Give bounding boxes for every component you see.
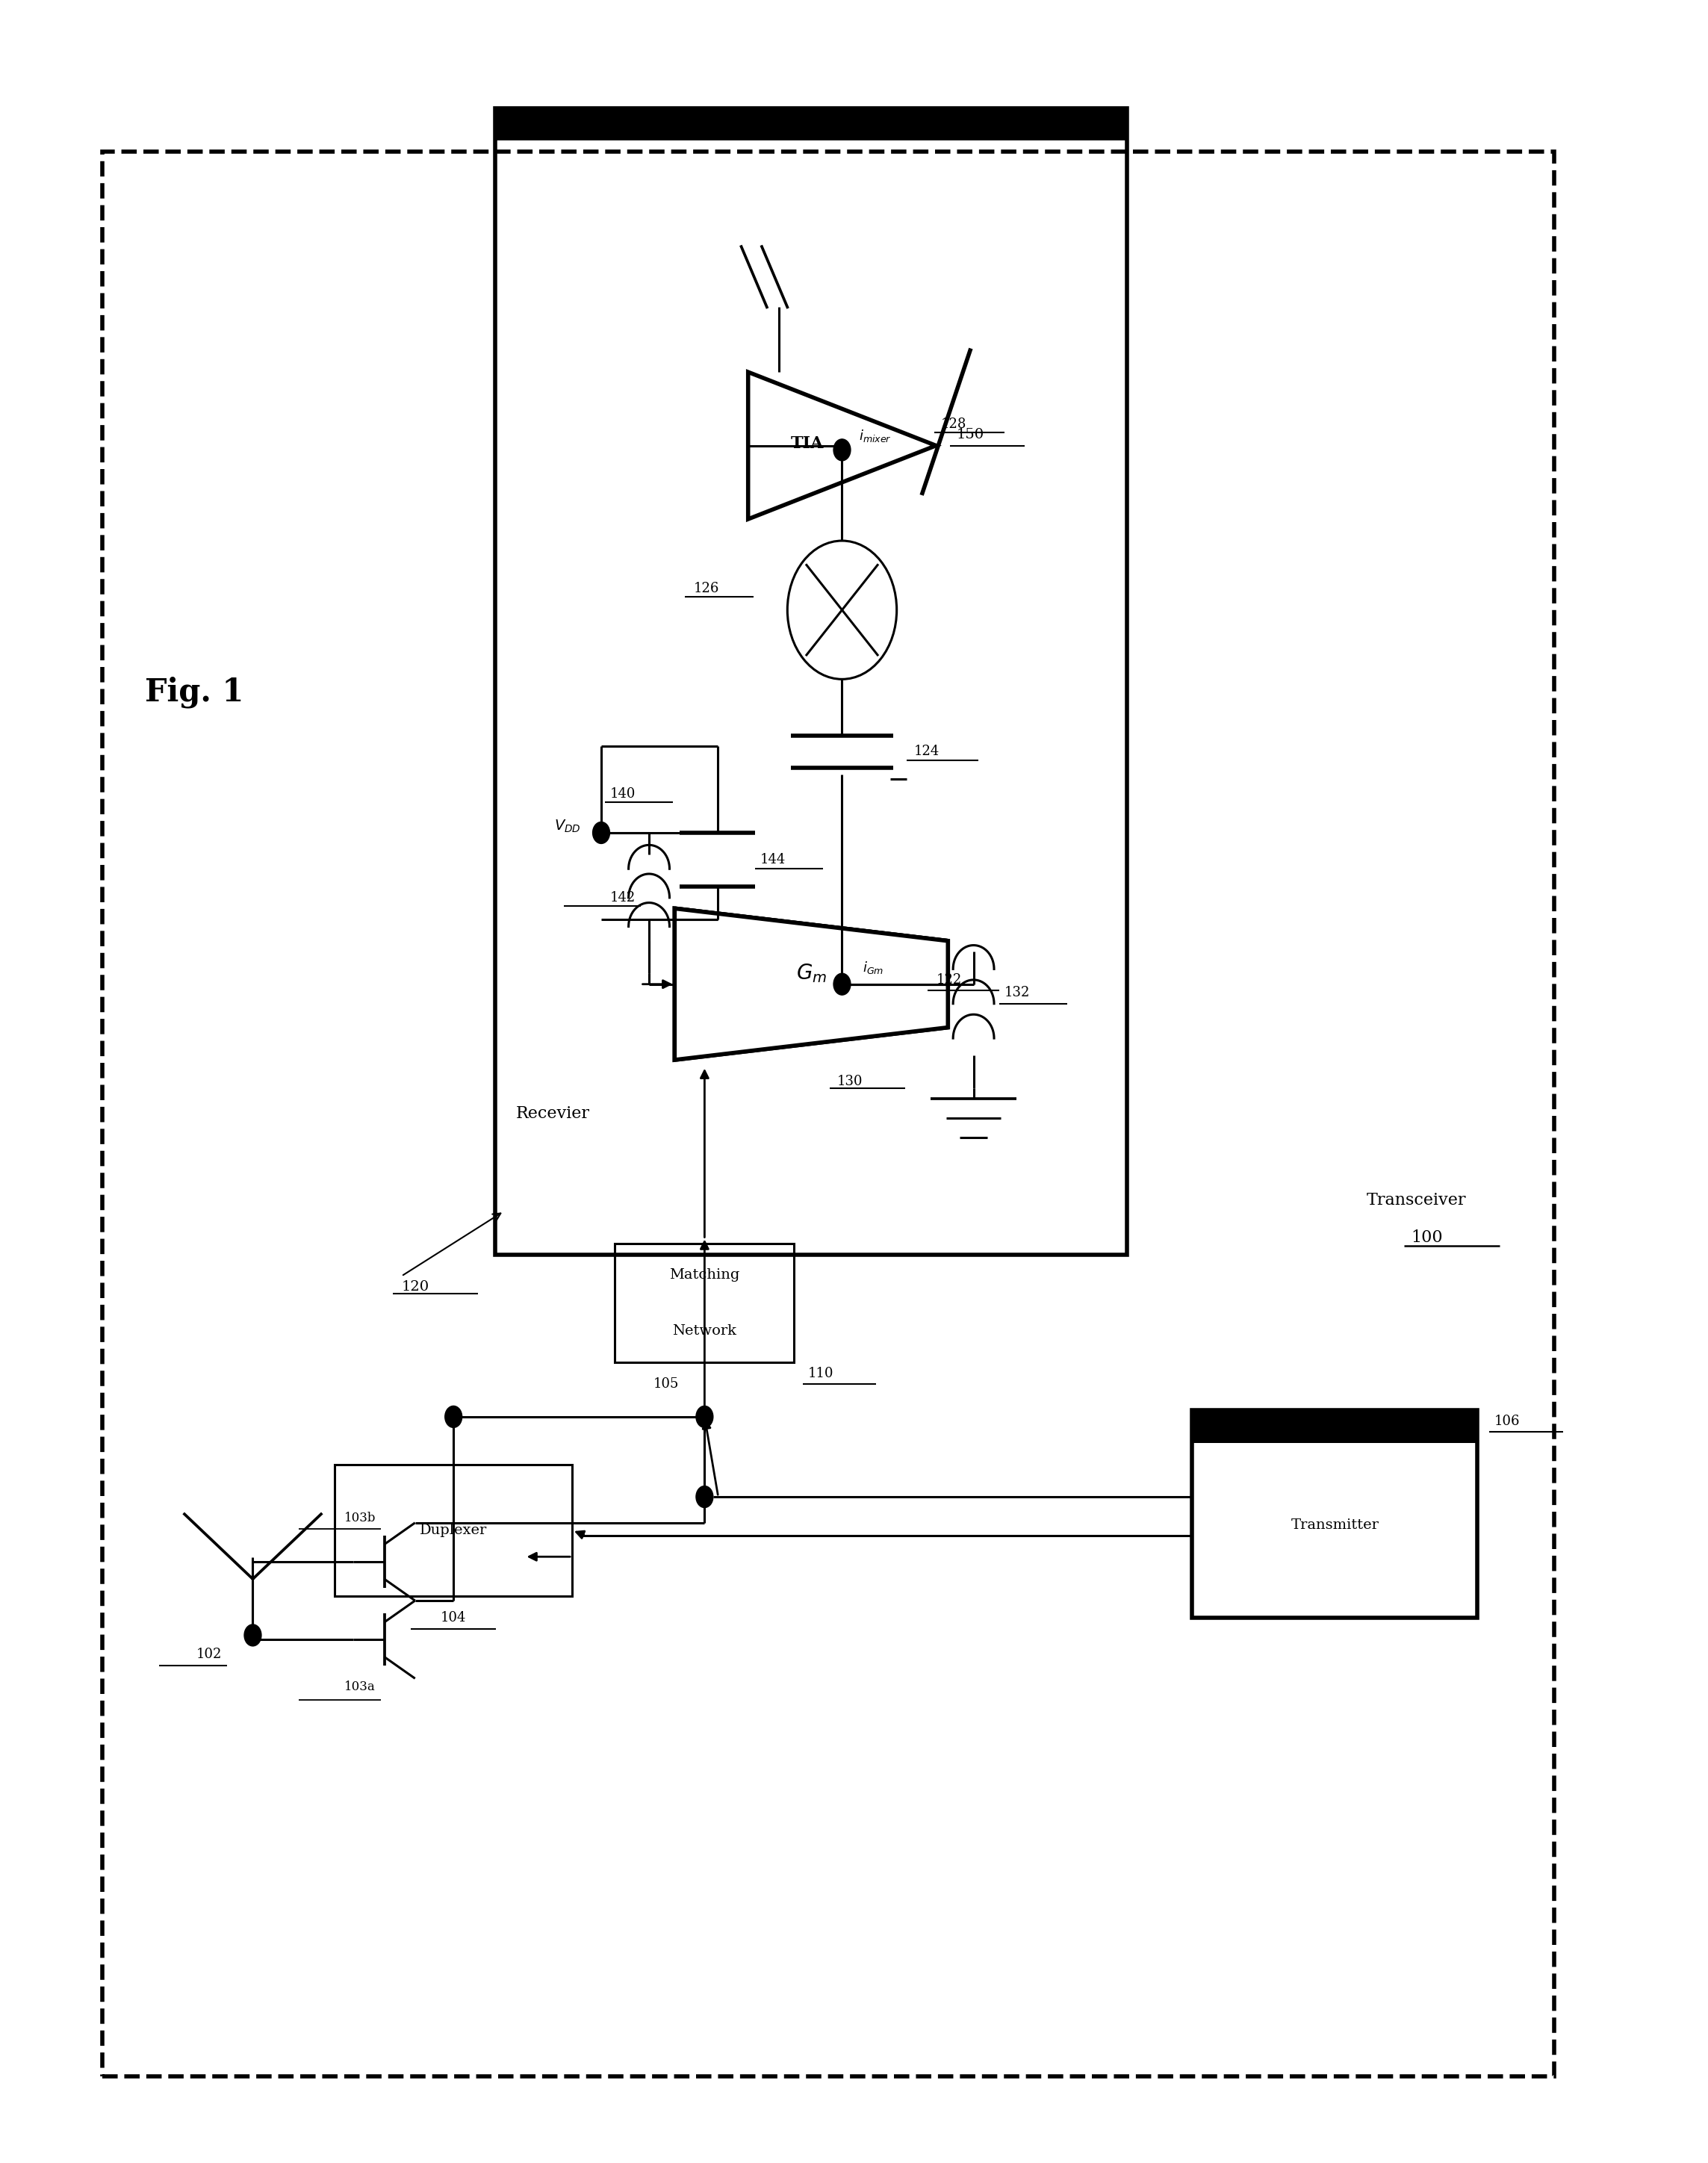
- Polygon shape: [675, 906, 948, 1060]
- Text: 105: 105: [652, 1378, 678, 1391]
- Text: 120: 120: [401, 1280, 429, 1293]
- Text: TIA: TIA: [791, 435, 823, 452]
- Text: 106: 106: [1494, 1415, 1520, 1428]
- Text: Network: Network: [673, 1324, 736, 1339]
- Text: 144: 144: [760, 852, 786, 867]
- Text: 142: 142: [610, 891, 635, 904]
- Polygon shape: [675, 908, 948, 1060]
- Polygon shape: [675, 908, 948, 1060]
- Text: 126: 126: [693, 582, 719, 595]
- Bar: [495, 108, 1127, 141]
- Bar: [102, 151, 1554, 2076]
- Text: 140: 140: [610, 787, 635, 800]
- Circle shape: [834, 973, 851, 995]
- Bar: [335, 1464, 572, 1596]
- Text: Transmitter: Transmitter: [1291, 1518, 1378, 1531]
- Text: Transceiver: Transceiver: [1366, 1192, 1465, 1209]
- Text: 128: 128: [941, 417, 967, 430]
- Circle shape: [444, 1406, 461, 1428]
- Text: 100: 100: [1411, 1229, 1443, 1246]
- Text: 122: 122: [936, 973, 962, 986]
- Polygon shape: [748, 372, 936, 519]
- Text: $G_m$: $G_m$: [796, 963, 827, 984]
- Text: Duplexer: Duplexer: [420, 1523, 487, 1538]
- Text: 103b: 103b: [343, 1512, 376, 1525]
- Bar: [615, 1244, 794, 1363]
- Text: 132: 132: [1004, 986, 1030, 999]
- Text: 102: 102: [196, 1648, 222, 1661]
- Text: 124: 124: [914, 744, 939, 759]
- Text: 104: 104: [441, 1611, 466, 1624]
- Text: 130: 130: [837, 1075, 863, 1088]
- Text: $i_{Gm}$: $i_{Gm}$: [863, 960, 883, 976]
- Text: Fig. 1: Fig. 1: [145, 677, 244, 707]
- Text: Recevier: Recevier: [516, 1105, 589, 1123]
- Text: $V_{DD}$: $V_{DD}$: [553, 818, 581, 835]
- Text: 110: 110: [808, 1367, 834, 1380]
- Bar: [495, 108, 1127, 1255]
- Bar: [1192, 1410, 1477, 1618]
- Text: Matching: Matching: [670, 1268, 740, 1283]
- Circle shape: [593, 822, 610, 844]
- Text: 150: 150: [956, 428, 984, 441]
- Circle shape: [834, 439, 851, 461]
- Bar: [1192, 1410, 1477, 1443]
- Text: 103a: 103a: [345, 1681, 376, 1694]
- Text: $i_{mixer}$: $i_{mixer}$: [859, 428, 892, 443]
- Circle shape: [697, 1486, 712, 1508]
- Circle shape: [697, 1406, 712, 1428]
- Circle shape: [244, 1624, 261, 1646]
